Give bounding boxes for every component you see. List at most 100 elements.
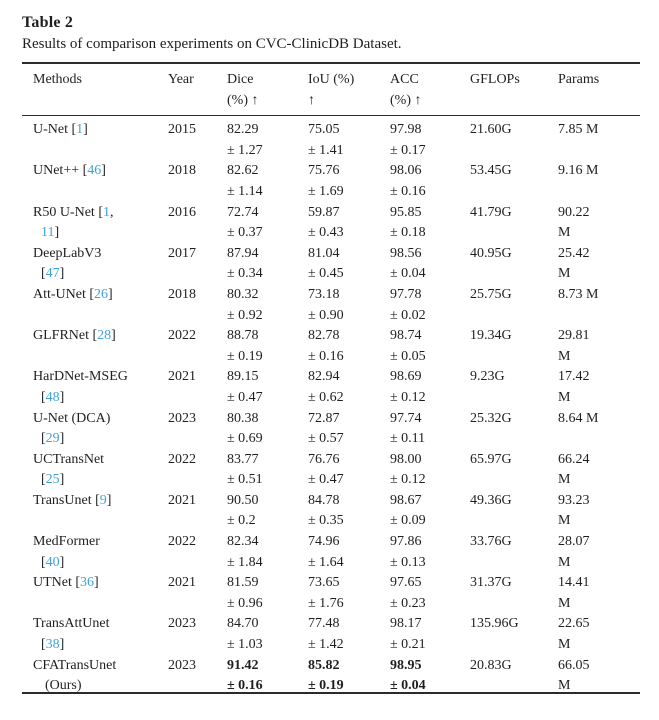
method-cell: UTNet [36] [33,573,168,614]
table-top-rule [22,62,640,64]
iou-cell-value: 75.76 [308,163,340,179]
citation-link[interactable]: 9 [99,492,107,508]
method-line-1: HarDNet-MSEG [33,367,168,388]
col-header-params: Params [558,72,600,87]
year-cell: 2018 [168,285,227,326]
gflops-cell: 19.34G [470,326,558,367]
year-cell: 2022 [168,450,227,491]
dice-cell: 81.59 ± 0.96 [227,573,308,614]
year-cell: 2023 [168,409,227,450]
params-cell: 17.42 M [558,367,640,408]
year-value: 2023 [168,616,196,632]
iou-cell-stddev: ± 1.76 [308,595,344,611]
iou-cell: 85.82 ± 0.19 [308,656,390,697]
citation-link[interactable]: 1 [103,204,110,220]
params-cell-stddev: M [558,389,571,405]
method-cell: DeepLabV3 [47] [33,244,168,285]
gflops-value: 33.76G [470,534,512,550]
method-text: UTNet [ [33,575,81,591]
params-cell-value: 66.24 [558,451,590,467]
year-value: 2016 [168,204,196,220]
table-body: U-Net [1] 2015 82.29 ± 1.27 75.05 ± 1.41 97.98… [22,116,640,697]
year-cell: 2018 [168,161,227,202]
dice-cell: 83.77 ± 0.51 [227,450,308,491]
dice-cell-stddev: ± 1.14 [227,183,263,199]
acc-cell: 98.67 ± 0.09 [390,491,470,532]
dice-cell-value: 91.42 [227,657,259,673]
method-text: [ [41,431,46,447]
year-value: 2015 [168,122,196,138]
params-cell-stddev: M [558,266,571,282]
acc-cell-stddev: ± 0.12 [390,472,426,488]
dice-cell-value: 82.29 [227,122,259,138]
iou-cell-value: 72.87 [308,410,340,426]
gflops-value: 53.45G [470,163,512,179]
citation-link[interactable]: 40 [45,554,60,570]
method-text: [ [41,389,46,405]
table-row: R50 U-Net [1, 11] 2016 72.74 ± 0.37 59.87 ± 0.… [22,203,640,244]
method-text: (Ours) [45,678,82,694]
acc-cell-stddev: ± 0.05 [390,348,426,364]
method-text: UCTransNet [33,451,105,467]
method-line-2: [40] [33,553,168,574]
iou-cell-stddev: ± 0.35 [308,513,344,529]
acc-cell: 98.69 ± 0.12 [390,367,470,408]
acc-cell: 97.65 ± 0.23 [390,573,470,614]
citation-link[interactable]: 47 [45,266,60,282]
dice-cell-stddev: ± 0.51 [227,472,263,488]
table-row: TransAttUnet [38] 2023 84.70 ± 1.03 77.48 ± 1.… [22,614,640,655]
dice-cell-stddev: ± 1.27 [227,142,263,158]
params-cell-value: 7.85 M [558,122,599,138]
params-cell-value: 9.16 M [558,163,599,179]
params-cell-stddev: M [558,554,571,570]
acc-cell: 98.06 ± 0.16 [390,161,470,202]
citation-link[interactable]: 28 [97,328,112,344]
citation-link[interactable]: 48 [45,389,60,405]
iou-cell-value: 73.65 [308,575,340,591]
citation-link[interactable]: 11 [41,225,55,241]
citation-link[interactable]: 38 [45,637,60,653]
iou-cell: 82.94 ± 0.62 [308,367,390,408]
iou-cell: 74.96 ± 1.64 [308,532,390,573]
params-cell: 7.85 M [558,120,640,161]
iou-cell: 75.76 ± 1.69 [308,161,390,202]
acc-cell: 97.78 ± 0.02 [390,285,470,326]
citation-link[interactable]: 46 [87,163,102,179]
params-cell-value: 22.65 [558,616,590,632]
params-cell-value: 28.07 [558,534,590,550]
acc-cell-value: 98.06 [390,163,422,179]
iou-cell: 59.87 ± 0.43 [308,203,390,244]
gflops-cell: 135.96G [470,614,558,655]
citation-link[interactable]: 29 [45,431,60,447]
citation-link[interactable]: 25 [45,472,60,488]
citation-link[interactable]: 36 [80,575,95,591]
dice-cell-value: 84.70 [227,616,259,632]
iou-cell: 77.48 ± 1.42 [308,614,390,655]
table-row: UNet++ [46] 2018 82.62 ± 1.14 75.76 ± 1.69 98.… [22,161,640,202]
citation-link[interactable]: 26 [94,286,109,302]
table-row: U-Net [1] 2015 82.29 ± 1.27 75.05 ± 1.41 97.98… [22,120,640,161]
method-text: TransUnet [ [33,492,100,508]
acc-cell-value: 97.86 [390,534,422,550]
params-cell: 93.23 M [558,491,640,532]
method-cell: UCTransNet [25] [33,450,168,491]
acc-cell-value: 97.65 [390,575,422,591]
gflops-value: 65.97G [470,451,512,467]
acc-cell-value: 98.56 [390,245,422,261]
col-header-gflops: GFLOPs [470,72,520,87]
method-text: R50 U-Net [ [33,204,103,220]
iou-cell-stddev: ± 0.57 [308,431,344,447]
citation-link[interactable]: 1 [76,122,84,138]
params-cell-stddev: M [558,595,571,611]
method-text: U-Net (DCA) [33,410,111,426]
gflops-cell: 9.23G [470,367,558,408]
year-value: 2018 [168,286,196,302]
method-line-1: Att-UNet [26] [33,285,168,306]
acc-cell-value: 97.98 [390,122,422,138]
method-cell: TransAttUnet [38] [33,614,168,655]
params-cell-value: 66.05 [558,657,590,673]
dice-cell-value: 72.74 [227,204,259,220]
dice-cell-value: 90.50 [227,492,259,508]
acc-cell: 98.95 ± 0.04 [390,656,470,697]
dice-cell-stddev: ± 0.34 [227,266,263,282]
